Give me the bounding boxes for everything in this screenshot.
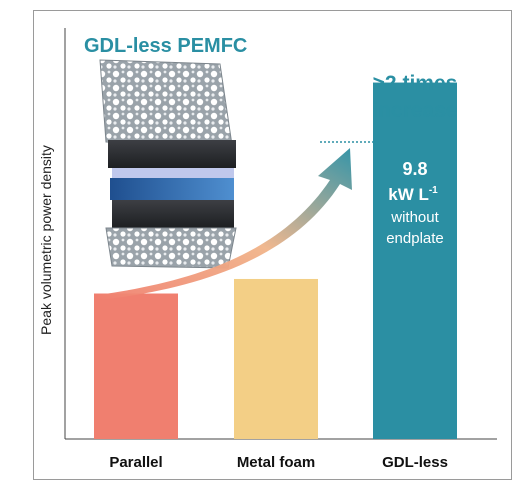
bars-group (94, 82, 457, 439)
x-tick-label: Parallel (109, 454, 162, 471)
bar-note-line-1: without (390, 209, 439, 226)
bar-note-line-2: endplate (386, 230, 444, 247)
x-tick-label: GDL-less (382, 454, 448, 471)
x-tick-label: Metal foam (237, 454, 315, 471)
bar-value-label: 9.8 (402, 159, 427, 179)
bar-gdl-less (373, 82, 457, 439)
bar-parallel (94, 293, 178, 439)
fuel-cell-stack-illustration (99, 59, 237, 269)
y-axis-label: Peak volumetric power density (38, 145, 54, 335)
increase-callout-line-1: >2 times (373, 72, 458, 95)
bar-metal-foam (234, 278, 318, 439)
chart-title: GDL-less PEMFC (84, 35, 247, 57)
bar-value-unit: kW L-1 (388, 185, 438, 204)
increase-callout-line-2: increase (372, 99, 457, 122)
increase-arrow (98, 148, 352, 300)
bar-value-unit-main: kW L (388, 185, 429, 204)
bar-value-unit-sup: -1 (429, 185, 438, 196)
